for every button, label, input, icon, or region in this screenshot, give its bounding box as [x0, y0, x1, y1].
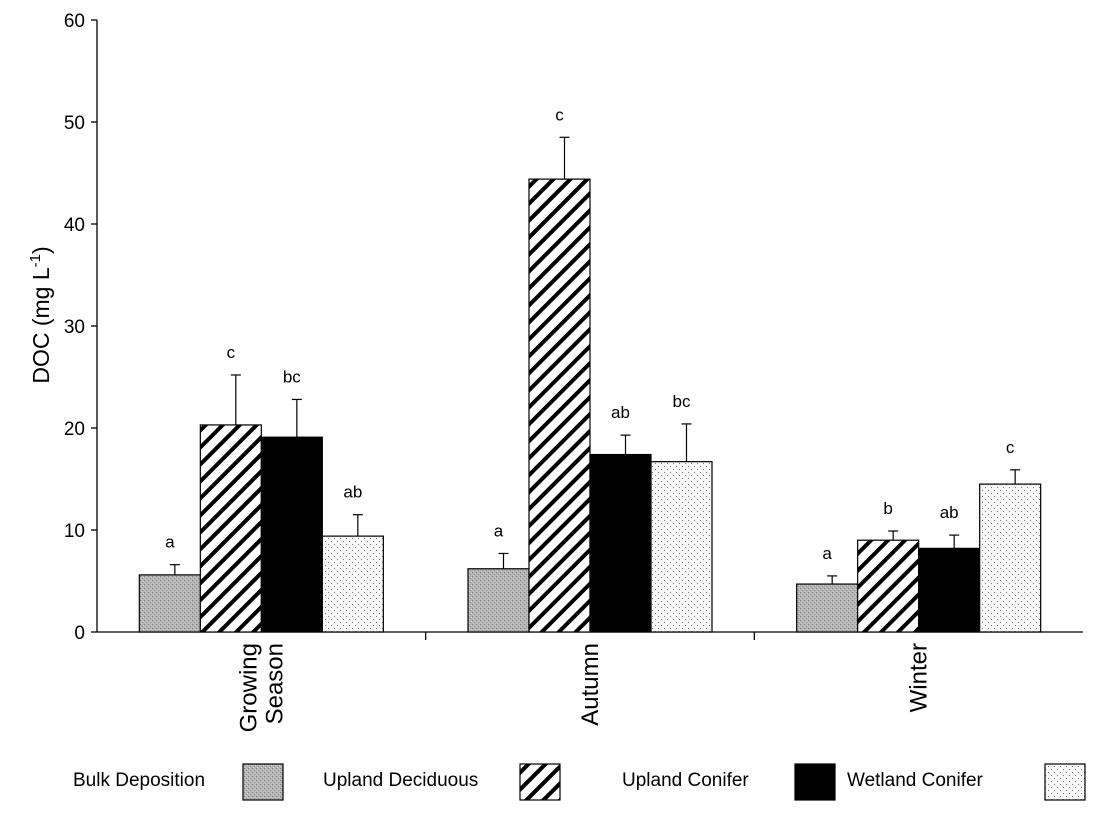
significance-label: b [883, 499, 892, 518]
category-label: Winter [906, 643, 933, 712]
y-tick-label: 60 [64, 11, 85, 32]
y-tick-label: 30 [64, 317, 85, 338]
bar [796, 583, 859, 633]
legend-swatch [242, 763, 284, 801]
y-axis-title-text: DOC (mg L [28, 267, 54, 384]
legend-swatch [519, 763, 561, 801]
significance-label: a [494, 521, 504, 540]
category-label-line: Growing [235, 643, 262, 732]
legend-label: Upland Deciduous [323, 770, 478, 791]
y-tick-label: 10 [64, 521, 85, 542]
legend-item: Upland Deciduous [323, 763, 561, 801]
category-label-line: Winter [906, 643, 933, 712]
significance-label: c [555, 105, 564, 124]
y-tick-label: 40 [64, 215, 85, 236]
bar [650, 461, 713, 633]
significance-label: a [822, 544, 832, 563]
bar [857, 539, 920, 633]
bar [138, 574, 201, 633]
significance-label: c [1006, 438, 1015, 457]
significance-label: ab [343, 483, 362, 502]
category-label: Autumn [577, 643, 604, 726]
y-tick-label: 50 [64, 113, 85, 134]
category-label-line: Season [261, 643, 288, 724]
y-axis-title-close: ) [28, 246, 54, 254]
legend-item: Upland Conifer [622, 763, 836, 801]
legend-item: Bulk Deposition [73, 763, 284, 801]
bar [979, 483, 1042, 633]
bar [467, 568, 530, 633]
bar [589, 453, 652, 633]
significance-label: bc [283, 367, 301, 386]
bar [528, 178, 591, 633]
bar [260, 436, 323, 633]
legend-swatch [1044, 763, 1086, 801]
y-ticks: 0 10 20 30 40 50 60 [64, 11, 97, 644]
bar [199, 424, 262, 633]
significance-label: ab [940, 503, 959, 522]
legend: Bulk Deposition Upland Deciduous Upland Co… [73, 763, 1086, 801]
y-tick-label: 0 [74, 623, 85, 644]
legend-item: Wetland Conifer [847, 763, 1086, 801]
legend-swatch [794, 763, 836, 801]
legend-label: Upland Conifer [622, 770, 749, 791]
legend-label: Bulk Deposition [73, 770, 205, 791]
significance-label: ab [611, 403, 630, 422]
category-label: Growing Season [235, 643, 288, 732]
significance-label: a [165, 533, 175, 552]
y-tick-label: 20 [64, 419, 85, 440]
bar [918, 547, 981, 633]
y-axis-title: DOC (mg L-1) [27, 246, 54, 383]
bar [321, 535, 384, 633]
category-labels: Growing Season Autumn Winter [235, 643, 932, 732]
significance-label: bc [673, 392, 691, 411]
y-axis-title-superscript: -1 [27, 254, 44, 267]
significance-label: c [227, 343, 236, 362]
category-label-line: Autumn [577, 643, 604, 726]
legend-label: Wetland Conifer [847, 770, 984, 791]
